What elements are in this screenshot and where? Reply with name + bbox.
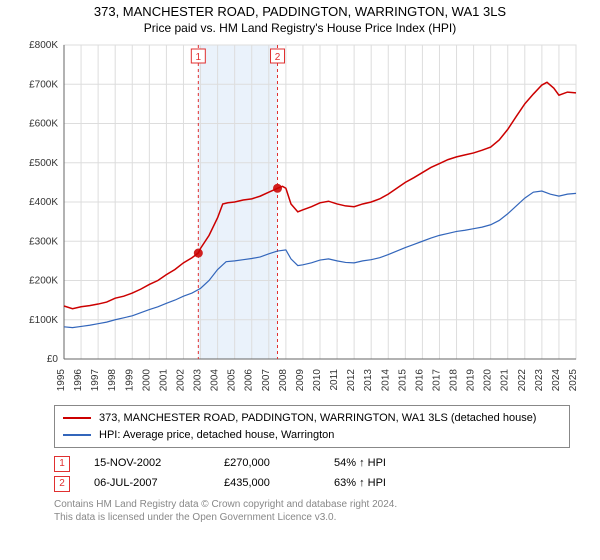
- event-pct: 54% ↑ HPI: [334, 454, 386, 474]
- svg-text:£400K: £400K: [29, 197, 58, 208]
- svg-text:2013: 2013: [363, 369, 374, 392]
- svg-text:1999: 1999: [124, 369, 135, 392]
- svg-text:£600K: £600K: [29, 119, 58, 130]
- svg-text:£100K: £100K: [29, 315, 58, 326]
- svg-text:2012: 2012: [346, 369, 357, 392]
- footer-line-1: Contains HM Land Registry data © Crown c…: [54, 498, 570, 511]
- svg-text:2008: 2008: [278, 369, 289, 392]
- legend-label: HPI: Average price, detached house, Warr…: [99, 427, 334, 444]
- svg-text:2003: 2003: [193, 369, 204, 392]
- svg-text:2004: 2004: [210, 369, 221, 392]
- svg-text:2000: 2000: [141, 369, 152, 392]
- event-price: £435,000: [224, 474, 334, 494]
- svg-text:2022: 2022: [517, 369, 528, 392]
- event-tag: 2: [54, 476, 70, 492]
- footer-line-2: This data is licensed under the Open Gov…: [54, 511, 570, 524]
- event-row: 1 15-NOV-2002£270,00054% ↑ HPI: [54, 454, 570, 474]
- svg-text:1: 1: [196, 52, 202, 63]
- legend-item: HPI: Average price, detached house, Warr…: [63, 427, 561, 444]
- svg-text:£0: £0: [47, 354, 59, 365]
- legend-label: 373, MANCHESTER ROAD, PADDINGTON, WARRIN…: [99, 410, 536, 427]
- svg-text:2001: 2001: [158, 369, 169, 392]
- svg-text:1996: 1996: [73, 369, 84, 392]
- svg-text:£800K: £800K: [29, 40, 58, 51]
- line-chart: £0 £100K £200K £300K £400K £500K £600K £700K £80…: [20, 39, 580, 399]
- event-row: 2 06-JUL-2007£435,00063% ↑ HPI: [54, 474, 570, 494]
- svg-text:1997: 1997: [90, 369, 101, 392]
- svg-text:2020: 2020: [483, 369, 494, 392]
- svg-text:1995: 1995: [56, 369, 67, 392]
- svg-text:1998: 1998: [107, 369, 118, 392]
- svg-text:2018: 2018: [449, 369, 460, 392]
- page: 373, MANCHESTER ROAD, PADDINGTON, WARRIN…: [0, 0, 600, 560]
- svg-text:2015: 2015: [397, 369, 408, 392]
- chart-subtitle: Price paid vs. HM Land Registry's House …: [0, 19, 600, 39]
- legend: 373, MANCHESTER ROAD, PADDINGTON, WARRIN…: [54, 405, 570, 448]
- event-table: 1 15-NOV-2002£270,00054% ↑ HPI 2 06-JUL-200…: [54, 454, 570, 494]
- legend-item: 373, MANCHESTER ROAD, PADDINGTON, WARRIN…: [63, 410, 561, 427]
- legend-swatch: [63, 434, 91, 436]
- chart-area: £0 £100K £200K £300K £400K £500K £600K £700K £80…: [20, 39, 580, 399]
- svg-text:2005: 2005: [227, 369, 238, 392]
- svg-text:2023: 2023: [534, 369, 545, 392]
- svg-text:2016: 2016: [414, 369, 425, 392]
- svg-text:2010: 2010: [312, 369, 323, 392]
- footer-notice: Contains HM Land Registry data © Crown c…: [54, 498, 570, 524]
- event-price: £270,000: [224, 454, 334, 474]
- svg-text:2006: 2006: [244, 369, 255, 392]
- event-date: 15-NOV-2002: [94, 454, 224, 474]
- svg-text:2: 2: [275, 52, 281, 63]
- chart-title: 373, MANCHESTER ROAD, PADDINGTON, WARRIN…: [0, 0, 600, 19]
- svg-text:2011: 2011: [329, 369, 340, 391]
- event-date: 06-JUL-2007: [94, 474, 224, 494]
- svg-text:£200K: £200K: [29, 276, 58, 287]
- svg-text:2009: 2009: [295, 369, 306, 392]
- svg-text:2025: 2025: [568, 369, 579, 392]
- event-pct: 63% ↑ HPI: [334, 474, 386, 494]
- svg-text:£700K: £700K: [29, 79, 58, 90]
- svg-text:2021: 2021: [500, 369, 511, 392]
- legend-swatch: [63, 417, 91, 419]
- svg-text:2017: 2017: [431, 369, 442, 392]
- svg-text:£500K: £500K: [29, 158, 58, 169]
- svg-text:2024: 2024: [551, 369, 562, 392]
- svg-text:£300K: £300K: [29, 236, 58, 247]
- svg-text:2002: 2002: [175, 369, 186, 392]
- svg-text:2014: 2014: [380, 369, 391, 392]
- event-tag: 1: [54, 456, 70, 472]
- svg-text:2007: 2007: [261, 369, 272, 392]
- svg-text:2019: 2019: [466, 369, 477, 392]
